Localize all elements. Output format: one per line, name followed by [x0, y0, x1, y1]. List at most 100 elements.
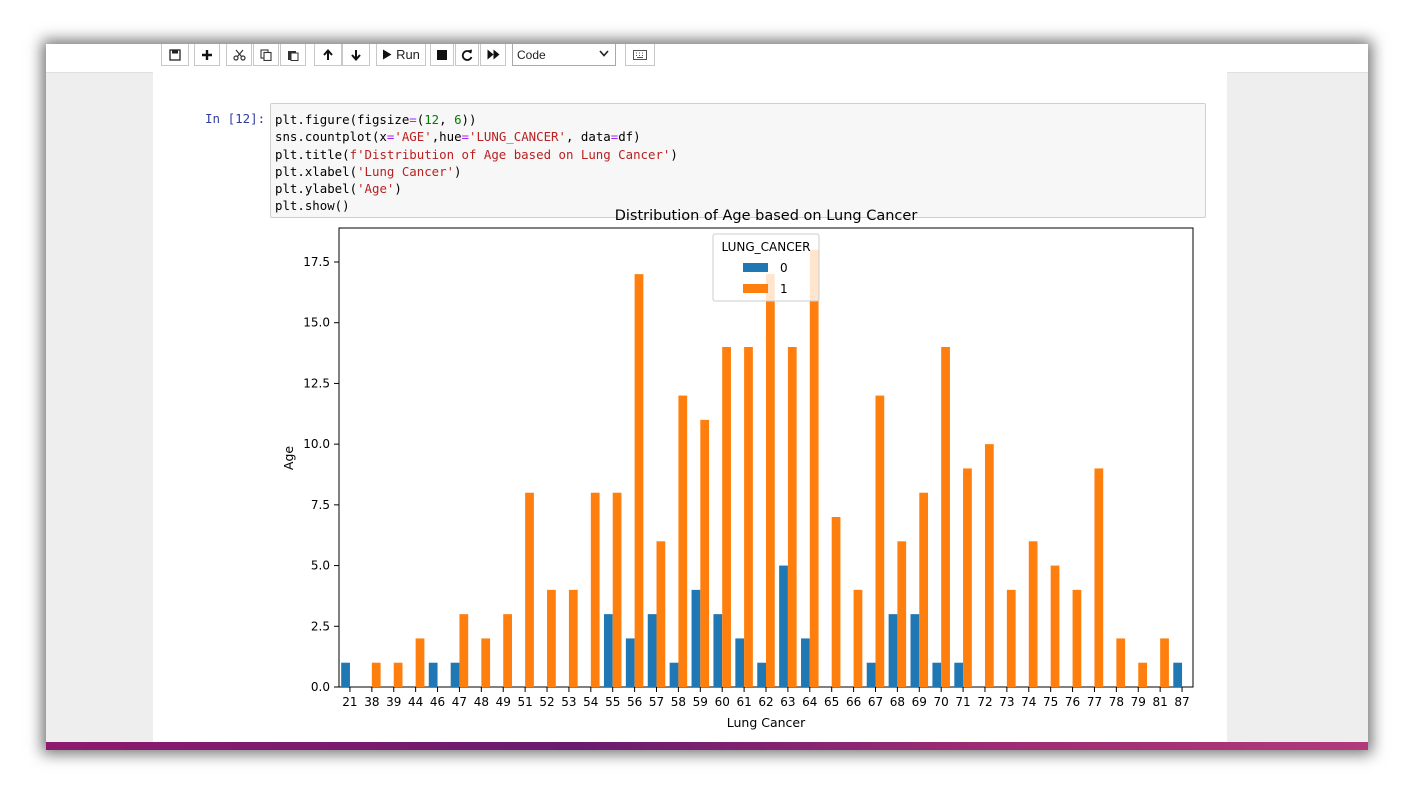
x-tick-label: 55	[605, 695, 620, 709]
bar-series-1	[1116, 638, 1126, 687]
cut-button[interactable]	[226, 44, 252, 66]
bar-series-1	[1138, 662, 1148, 687]
bar-series-0	[625, 638, 635, 687]
x-tick-label: 49	[496, 695, 511, 709]
legend-label-0: 0	[780, 261, 788, 275]
save-button[interactable]	[161, 44, 189, 66]
insert-cell-button[interactable]	[194, 44, 220, 66]
x-tick-label: 68	[890, 695, 905, 709]
bar-series-1	[481, 638, 491, 687]
x-tick-label: 79	[1131, 695, 1146, 709]
x-tick-label: 51	[517, 695, 532, 709]
bar-series-1	[963, 468, 972, 687]
bar-series-1	[678, 395, 688, 687]
x-tick-label: 62	[758, 695, 773, 709]
cell-type-select[interactable]: Code	[512, 44, 616, 66]
x-tick-label: 78	[1109, 695, 1124, 709]
bar-series-1	[941, 347, 950, 687]
x-tick-label: 76	[1065, 695, 1080, 709]
chart-title: Distribution of Age based on Lung Cancer	[615, 208, 918, 224]
x-tick-label: 74	[1021, 695, 1036, 709]
bar-series-0	[1173, 662, 1183, 687]
bar-series-0	[428, 662, 438, 687]
run-button-label: Run	[396, 47, 420, 62]
x-tick-label: 81	[1153, 695, 1168, 709]
taskbar	[46, 742, 1368, 750]
y-tick-label: 7.5	[311, 498, 330, 512]
notebook-container: In [12]: plt.figure(figsize=(12, 6)) sns…	[153, 72, 1227, 750]
bar-series-1	[547, 589, 556, 687]
legend-title: LUNG_CANCER	[721, 240, 810, 254]
bar-series-1	[700, 419, 710, 687]
bar-series-0	[735, 638, 745, 687]
bar-series-1	[1028, 541, 1038, 687]
paste-icon	[288, 50, 299, 61]
x-tick-label: 61	[736, 695, 751, 709]
bar-series-0	[910, 614, 920, 687]
arrow-up-icon	[323, 48, 333, 60]
bar-series-1	[371, 662, 381, 687]
bar-series-1	[656, 541, 666, 687]
paste-button[interactable]	[280, 44, 306, 66]
x-tick-label: 65	[824, 695, 839, 709]
bar-series-1	[919, 492, 929, 687]
code-cell-input[interactable]: plt.figure(figsize=(12, 6)) sns.countplo…	[270, 103, 1206, 218]
x-tick-label: 72	[977, 695, 992, 709]
bar-series-1	[853, 589, 863, 687]
bar-series-1	[875, 395, 885, 687]
copy-button[interactable]	[253, 44, 279, 66]
x-tick-label: 57	[649, 695, 664, 709]
x-tick-label: 48	[474, 695, 489, 709]
interrupt-button[interactable]	[430, 44, 454, 66]
input-prompt: In [12]:	[205, 111, 266, 126]
bar-series-0	[932, 662, 942, 687]
code-text[interactable]: plt.figure(figsize=(12, 6)) sns.countplo…	[275, 112, 678, 214]
x-tick-label: 66	[846, 695, 861, 709]
x-tick-label: 59	[693, 695, 708, 709]
x-tick-label: 69	[912, 695, 927, 709]
bar-series-1	[1006, 589, 1016, 687]
x-tick-label: 71	[955, 695, 970, 709]
y-tick-label: 10.0	[303, 437, 330, 451]
y-tick-label: 17.5	[303, 255, 330, 269]
x-tick-label: 46	[430, 695, 445, 709]
x-tick-label: 67	[868, 695, 883, 709]
legend: LUNG_CANCER 0 1	[712, 233, 820, 302]
x-tick-label: 73	[999, 695, 1014, 709]
bar-series-1	[634, 274, 644, 687]
legend-label-1: 1	[780, 282, 788, 296]
bar-series-1	[766, 274, 775, 687]
run-button[interactable]: Run	[376, 44, 426, 66]
bar-series-1	[568, 589, 578, 687]
bar-series-1	[503, 614, 512, 687]
bar-series-1	[897, 541, 907, 687]
bar-series-1	[1094, 468, 1104, 687]
bar-series-0	[450, 662, 460, 687]
bar-series-0	[341, 662, 350, 687]
command-palette-button[interactable]	[625, 44, 655, 66]
bar-series-1	[722, 347, 731, 687]
move-up-button[interactable]	[314, 44, 342, 66]
legend-swatch-1	[743, 284, 768, 293]
y-tick-label: 2.5	[311, 619, 330, 633]
bar-series-0	[866, 662, 876, 687]
restart-run-all-button[interactable]	[480, 44, 506, 66]
x-tick-label: 58	[671, 695, 686, 709]
y-tick-label: 15.0	[303, 316, 330, 330]
bar-series-1	[393, 662, 403, 687]
scissors-icon	[232, 49, 246, 61]
x-tick-label: 64	[802, 695, 817, 709]
play-icon	[383, 49, 392, 60]
y-tick-label: 0.0	[311, 680, 330, 694]
stop-icon	[437, 49, 447, 60]
plus-icon	[202, 49, 212, 60]
restart-button[interactable]	[455, 44, 479, 66]
notebook-toolbar: Run Code	[46, 44, 1368, 73]
y-tick-label: 5.0	[311, 559, 330, 573]
bar-series-0	[647, 614, 657, 687]
bar-series-0	[888, 614, 898, 687]
notebook-window: Run Code In [12]: plt.figure(figsize=(12…	[46, 44, 1368, 750]
bar-series-0	[954, 662, 964, 687]
move-down-button[interactable]	[342, 44, 370, 66]
floppy-disk-icon	[169, 48, 181, 61]
